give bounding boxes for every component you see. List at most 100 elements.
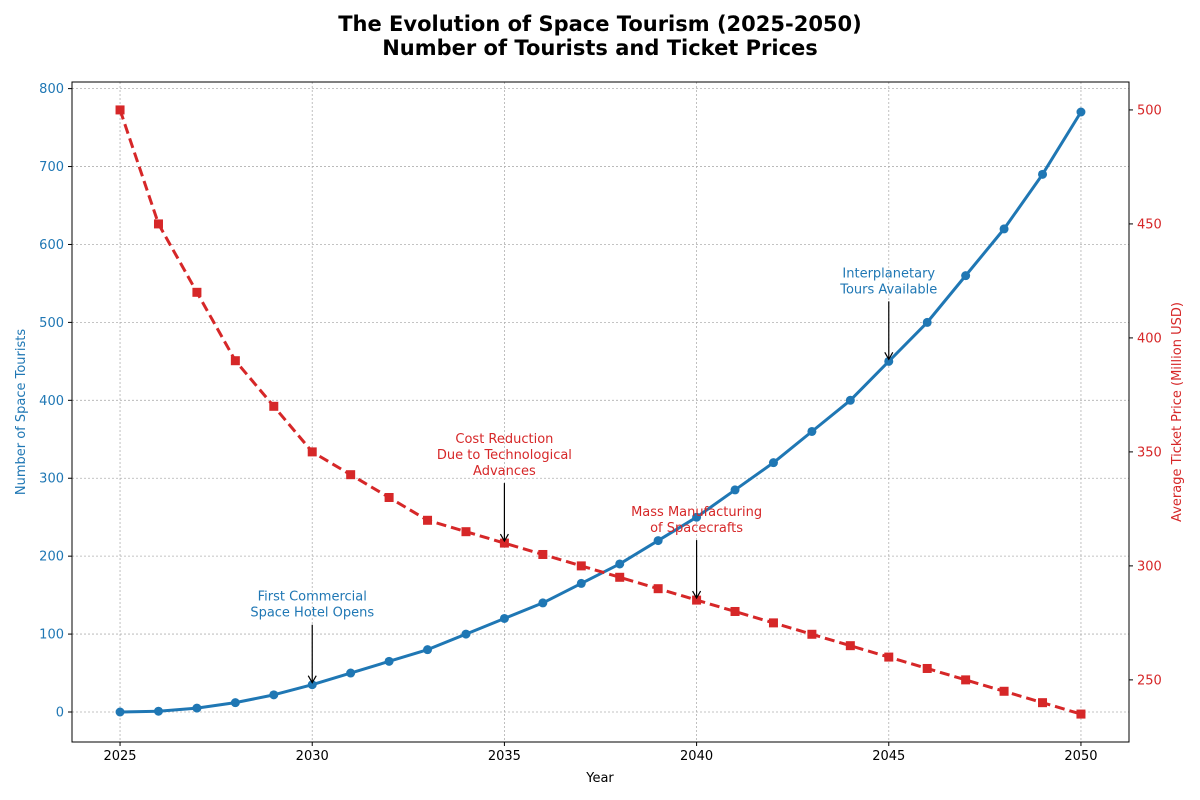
x-tick-label: 2050	[1064, 749, 1097, 764]
price-point	[1038, 698, 1048, 708]
x-tick-label: 2030	[296, 749, 329, 764]
y-right-tick-label: 400	[1137, 331, 1162, 346]
tourists-point	[730, 485, 740, 495]
x-tick-label: 2035	[488, 749, 521, 764]
tourists-point	[269, 690, 279, 700]
annotation-label: Interplanetary	[842, 266, 935, 281]
y-right-tick-label: 350	[1137, 445, 1162, 460]
annotation-label: Advances	[473, 464, 536, 479]
y-left-tick-label: 200	[39, 550, 64, 565]
price-point	[307, 447, 317, 457]
tourists-point	[153, 706, 163, 716]
x-tick-label: 2045	[872, 749, 905, 764]
tourists-point	[615, 559, 625, 569]
y-left-tick-label: 600	[39, 238, 64, 253]
tourists-point	[192, 703, 202, 713]
annotation-label: Mass Manufacturing	[631, 505, 762, 520]
price-point	[115, 105, 125, 115]
tourists-point	[1038, 169, 1048, 179]
tourists-point	[576, 578, 586, 588]
tourists-point	[346, 668, 356, 678]
price-point	[269, 401, 279, 411]
price-point	[230, 356, 240, 366]
price-point	[653, 584, 663, 594]
x-axis-title: Year	[585, 771, 614, 786]
tourists-point	[961, 271, 971, 281]
x-tick-label: 2040	[680, 749, 713, 764]
price-point	[922, 663, 932, 673]
series-layer	[115, 105, 1086, 719]
plot-frame	[71, 81, 1130, 743]
y-right-tick-label: 450	[1137, 217, 1162, 232]
price-point	[961, 675, 971, 685]
y-left-tick-label: 800	[39, 82, 64, 97]
tourists-point	[230, 698, 240, 708]
tourists-point	[115, 707, 125, 717]
tourists-point	[884, 356, 894, 366]
price-point	[576, 561, 586, 571]
tourists-point	[845, 395, 855, 405]
annotation-label: Space Hotel Opens	[250, 606, 374, 621]
annotation-label: Due to Technological	[437, 448, 572, 463]
price-point	[346, 470, 356, 480]
y-right-tick-label: 300	[1137, 559, 1162, 574]
tourists-point	[653, 536, 663, 546]
price-point	[768, 618, 778, 628]
y-left-tick-label: 300	[39, 472, 64, 487]
chart-title-line-1: The Evolution of Space Tourism (2025-205…	[338, 12, 862, 36]
y-right-tick-label: 500	[1137, 103, 1162, 118]
price-point	[615, 572, 625, 582]
tourists-point	[499, 613, 509, 623]
y-left-tick-label: 500	[39, 316, 64, 331]
annotation-arrowhead	[307, 675, 317, 684]
tourists-point	[768, 458, 778, 468]
y-right-tick-label: 250	[1137, 673, 1162, 688]
tourists-point	[461, 629, 471, 639]
tourists-point	[307, 680, 317, 690]
tourists-point	[922, 317, 932, 327]
y-axis-right-title: Average Ticket Price (Million USD)	[1170, 302, 1185, 522]
price-point	[730, 606, 740, 616]
tourists-point	[807, 426, 817, 436]
price-point	[153, 219, 163, 229]
price-point	[1076, 709, 1086, 719]
price-point	[192, 287, 202, 297]
y-left-tick-label: 400	[39, 394, 64, 409]
price-point	[884, 652, 894, 662]
annotation-label: First Commercial	[258, 590, 367, 605]
price-point	[461, 527, 471, 537]
tourists-point	[999, 224, 1009, 234]
price-point	[499, 538, 509, 548]
y-left-tick-label: 100	[39, 628, 64, 643]
tourists-point	[384, 656, 394, 666]
price-point	[999, 686, 1009, 696]
chart-title-line-2: Number of Tourists and Ticket Prices	[382, 36, 818, 60]
price-line	[118, 109, 1082, 716]
annotation-label: Cost Reduction	[455, 432, 553, 447]
annotation-arrowhead	[884, 352, 894, 361]
y-left-tick-label: 0	[56, 706, 64, 721]
annotation-arrowhead	[499, 533, 509, 543]
tourists-line	[120, 111, 1083, 714]
grid	[72, 82, 1129, 742]
price-point	[692, 595, 702, 605]
x-tick-label: 2025	[103, 749, 136, 764]
price-point	[845, 641, 855, 651]
tourists-point	[692, 512, 702, 522]
tourists-point	[538, 598, 548, 608]
y-axis-left-title: Number of Space Tourists	[14, 329, 29, 496]
annotation-label: of Spacecrafts	[650, 521, 743, 536]
y-left-tick-label: 700	[39, 160, 64, 175]
axes: 2025 2030 2035 2040 2045 2050 0 100 200 300 400 500…	[39, 82, 1162, 764]
price-point	[538, 549, 548, 559]
price-point	[807, 629, 817, 639]
tourists-point	[1076, 107, 1086, 117]
tourists-point	[423, 645, 433, 655]
annotation-arrowhead	[692, 590, 702, 600]
annotation-label: Tours Available	[839, 282, 937, 297]
price-point	[423, 515, 433, 525]
price-point	[384, 492, 394, 502]
